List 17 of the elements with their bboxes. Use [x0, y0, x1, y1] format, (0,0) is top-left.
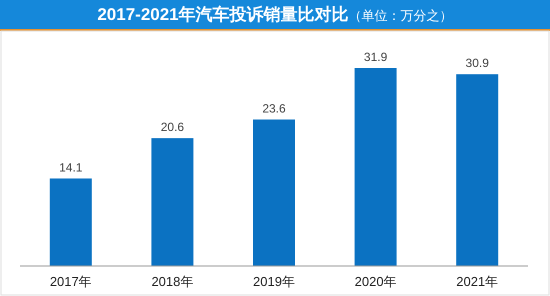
bar: [253, 120, 295, 266]
chart-title: 2017-2021年汽车投诉销量比对比: [97, 5, 349, 24]
x-tick-label: 2018年: [151, 274, 194, 289]
data-label: 23.6: [262, 102, 286, 116]
x-tick-label: 2020年: [354, 274, 397, 289]
data-label: 30.9: [466, 56, 490, 70]
data-label: 14.1: [59, 160, 83, 174]
bar: [456, 74, 498, 266]
bar: [354, 68, 397, 266]
x-tick-label: 2019年: [253, 274, 295, 289]
x-tick-label: 2017年: [50, 274, 92, 289]
x-tick-label: 2021年: [456, 274, 498, 289]
chart-subtitle: （单位：万分之）: [348, 8, 453, 23]
bar: [50, 178, 92, 266]
bar: [151, 138, 194, 266]
data-label: 20.6: [160, 120, 184, 134]
data-label: 31.9: [364, 50, 388, 64]
